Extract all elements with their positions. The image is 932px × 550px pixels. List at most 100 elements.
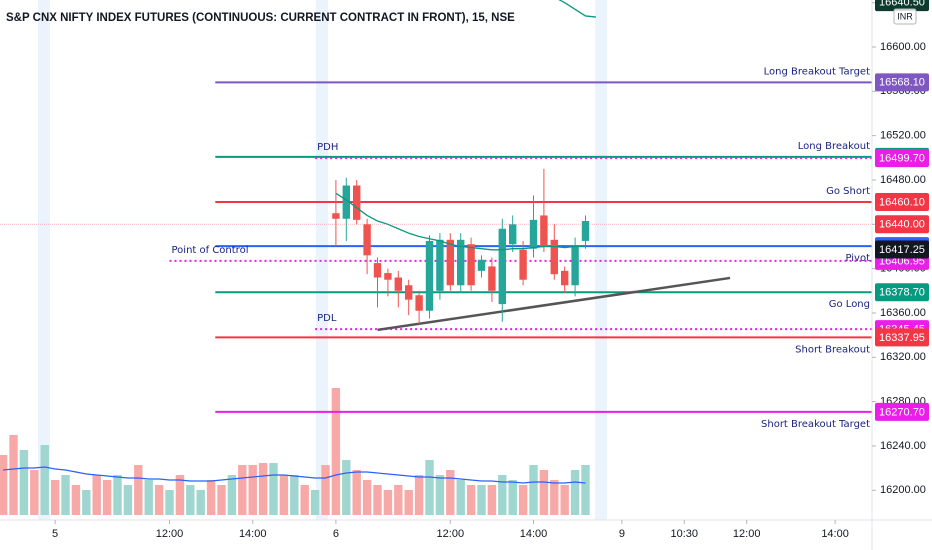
candle-body xyxy=(550,239,558,275)
level-label: PDL xyxy=(317,313,337,324)
level-label: PDH xyxy=(317,142,338,153)
volume-bar xyxy=(71,485,81,515)
y-tick-label: 16200.00 xyxy=(880,484,926,496)
candle-body xyxy=(446,239,454,286)
x-tick-label: 14:00 xyxy=(821,528,849,540)
volume-bar xyxy=(508,480,517,515)
price-badge xyxy=(875,283,929,302)
currency-label: INR xyxy=(897,11,913,21)
volume-bar xyxy=(40,445,49,515)
y-tick-label: 16320.00 xyxy=(880,351,926,363)
moving-average xyxy=(335,192,586,251)
candle-body xyxy=(436,239,444,291)
level-label: Short Breakout xyxy=(795,344,870,355)
volume-bar xyxy=(466,485,476,515)
x-tick-label: 14:00 xyxy=(239,528,267,540)
volume-bar xyxy=(456,480,465,515)
level-label: Long Breakout xyxy=(798,141,870,152)
candle-body xyxy=(456,239,465,286)
candle-body xyxy=(467,244,475,286)
volume-bar xyxy=(248,465,257,515)
volume-bar xyxy=(279,475,289,515)
x-tick-label: 12:00 xyxy=(156,528,184,540)
volume-bar xyxy=(487,485,497,515)
volume-bar xyxy=(144,480,153,515)
candle-body xyxy=(384,273,392,280)
overlay-line xyxy=(558,0,596,18)
level-label: Point of Control xyxy=(172,245,249,256)
volume-bar xyxy=(102,480,112,515)
volume-bar xyxy=(362,480,372,515)
volume-bar xyxy=(373,485,382,515)
plot-area: Long Breakout Target Long Breakout PDH Go S… xyxy=(0,0,872,520)
volume-bar xyxy=(30,470,39,515)
candle-body xyxy=(342,185,351,219)
candle-body xyxy=(405,285,413,300)
price-badge-label: 16460.10 xyxy=(879,196,925,208)
level-label: Long Breakout Target xyxy=(764,66,870,77)
volume-bar xyxy=(539,470,549,515)
candle-body xyxy=(477,259,486,271)
price-badge-label: 16270.70 xyxy=(879,406,925,418)
price-badge xyxy=(875,73,929,92)
candle-body xyxy=(415,295,423,311)
candle-body xyxy=(529,219,538,249)
price-badge xyxy=(875,328,929,347)
price-badge xyxy=(875,215,929,234)
y-tick-label: 16520.00 xyxy=(880,130,926,142)
price-badge xyxy=(875,240,929,259)
candle-body xyxy=(394,277,403,291)
candle-body xyxy=(540,215,548,247)
trendline xyxy=(377,276,731,332)
volume-bar xyxy=(134,465,143,515)
volume-bar xyxy=(550,480,559,515)
volume-bar xyxy=(175,475,185,515)
candle-body xyxy=(498,228,506,305)
volume-bar xyxy=(310,490,320,515)
currency-box xyxy=(893,8,917,25)
volume-bar xyxy=(238,465,247,515)
price-badge xyxy=(875,402,929,421)
candle-body xyxy=(353,185,361,220)
volume-bar xyxy=(82,490,91,515)
candle-body xyxy=(363,224,371,256)
candle-body xyxy=(571,246,579,286)
volume-bar xyxy=(19,450,29,515)
level-label: Go Long xyxy=(829,299,870,310)
candle-body xyxy=(332,213,340,219)
volume-bar xyxy=(342,460,351,515)
volume-bar xyxy=(217,485,226,515)
price-badge xyxy=(875,193,929,212)
x-tick-label: 9 xyxy=(619,528,625,540)
x-tick-label: 10:30 xyxy=(671,528,699,540)
price-badge-label: 16640.50 xyxy=(879,0,925,9)
chart-title: S&P CNX NIFTY INDEX FUTURES (CONTINUOUS:… xyxy=(6,12,515,24)
volume-bar xyxy=(154,485,164,515)
volume-bar xyxy=(186,485,195,515)
volume-bar xyxy=(529,465,538,515)
volume-bar xyxy=(518,485,528,515)
volume-bar xyxy=(414,475,424,515)
volume-bar xyxy=(165,490,174,515)
x-tick-label: 14:00 xyxy=(520,528,548,540)
x-tick-label: 6 xyxy=(333,528,339,540)
volume-ma xyxy=(3,466,586,484)
candle-body xyxy=(488,266,496,291)
volume-bar xyxy=(560,485,569,515)
price-badge-label: 16499.70 xyxy=(879,153,925,165)
candle-body xyxy=(508,224,517,245)
volume-bar xyxy=(581,465,590,515)
volume-bar xyxy=(196,490,205,515)
y-tick-label: 16600.00 xyxy=(880,41,926,53)
price-badge-label: 16568.10 xyxy=(879,77,925,89)
volume-bar xyxy=(383,490,393,515)
candle-body xyxy=(560,270,569,286)
volume-bar xyxy=(477,485,486,515)
x-tick-label: 12:00 xyxy=(733,528,761,540)
candle-body xyxy=(581,220,590,241)
volume-bar xyxy=(227,475,237,515)
price-badge-label: 16417.25 xyxy=(879,244,925,256)
